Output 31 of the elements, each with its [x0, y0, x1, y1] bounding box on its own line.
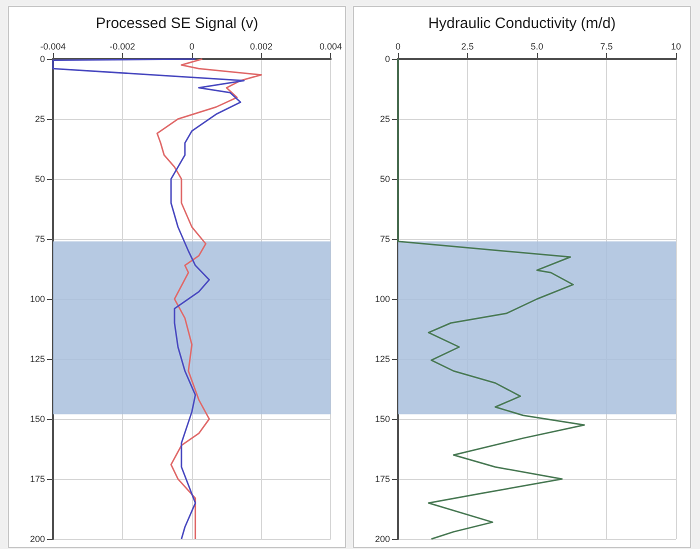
y-tick-label: 200	[374, 534, 390, 544]
y-tick-label: 175	[30, 474, 45, 484]
x-tick-label: -0.002	[110, 42, 136, 52]
x-tick-label: 5.0	[530, 42, 544, 52]
x-tick-label: -0.004	[40, 42, 66, 52]
y-tick-label: 50	[380, 174, 390, 184]
y-tick-label: 0	[384, 54, 390, 64]
y-tick-label: 100	[30, 294, 45, 304]
y-tick-label: 175	[374, 474, 390, 484]
y-tick-label: 150	[374, 414, 390, 424]
y-tick-label: 25	[34, 114, 45, 124]
y-tick-label: 200	[30, 534, 45, 544]
y-tick-label: 50	[34, 174, 45, 184]
x-tick-label: 0.004	[319, 42, 342, 52]
y-tick-label: 0	[40, 54, 45, 64]
y-tick-label: 25	[380, 114, 390, 124]
x-tick-label: 0.002	[250, 42, 273, 52]
y-tick-label: 125	[30, 354, 45, 364]
x-tick-label: 0	[395, 42, 401, 52]
line-series	[156, 58, 262, 540]
x-tick-label: 2.5	[461, 42, 474, 52]
y-tick-label: 75	[380, 234, 390, 244]
y-tick-label: 150	[30, 414, 45, 424]
x-tick-label: 0	[189, 42, 194, 52]
chart-title: Hydraulic Conductivity (m/d)	[428, 15, 616, 32]
y-tick-label: 100	[374, 294, 390, 304]
y-tick-label: 75	[34, 234, 45, 244]
y-tick-label: 125	[374, 354, 390, 364]
x-tick-label: 7.5	[600, 42, 613, 52]
x-tick-label: 10	[670, 42, 682, 52]
chart-title: Processed SE Signal (v)	[96, 15, 258, 32]
